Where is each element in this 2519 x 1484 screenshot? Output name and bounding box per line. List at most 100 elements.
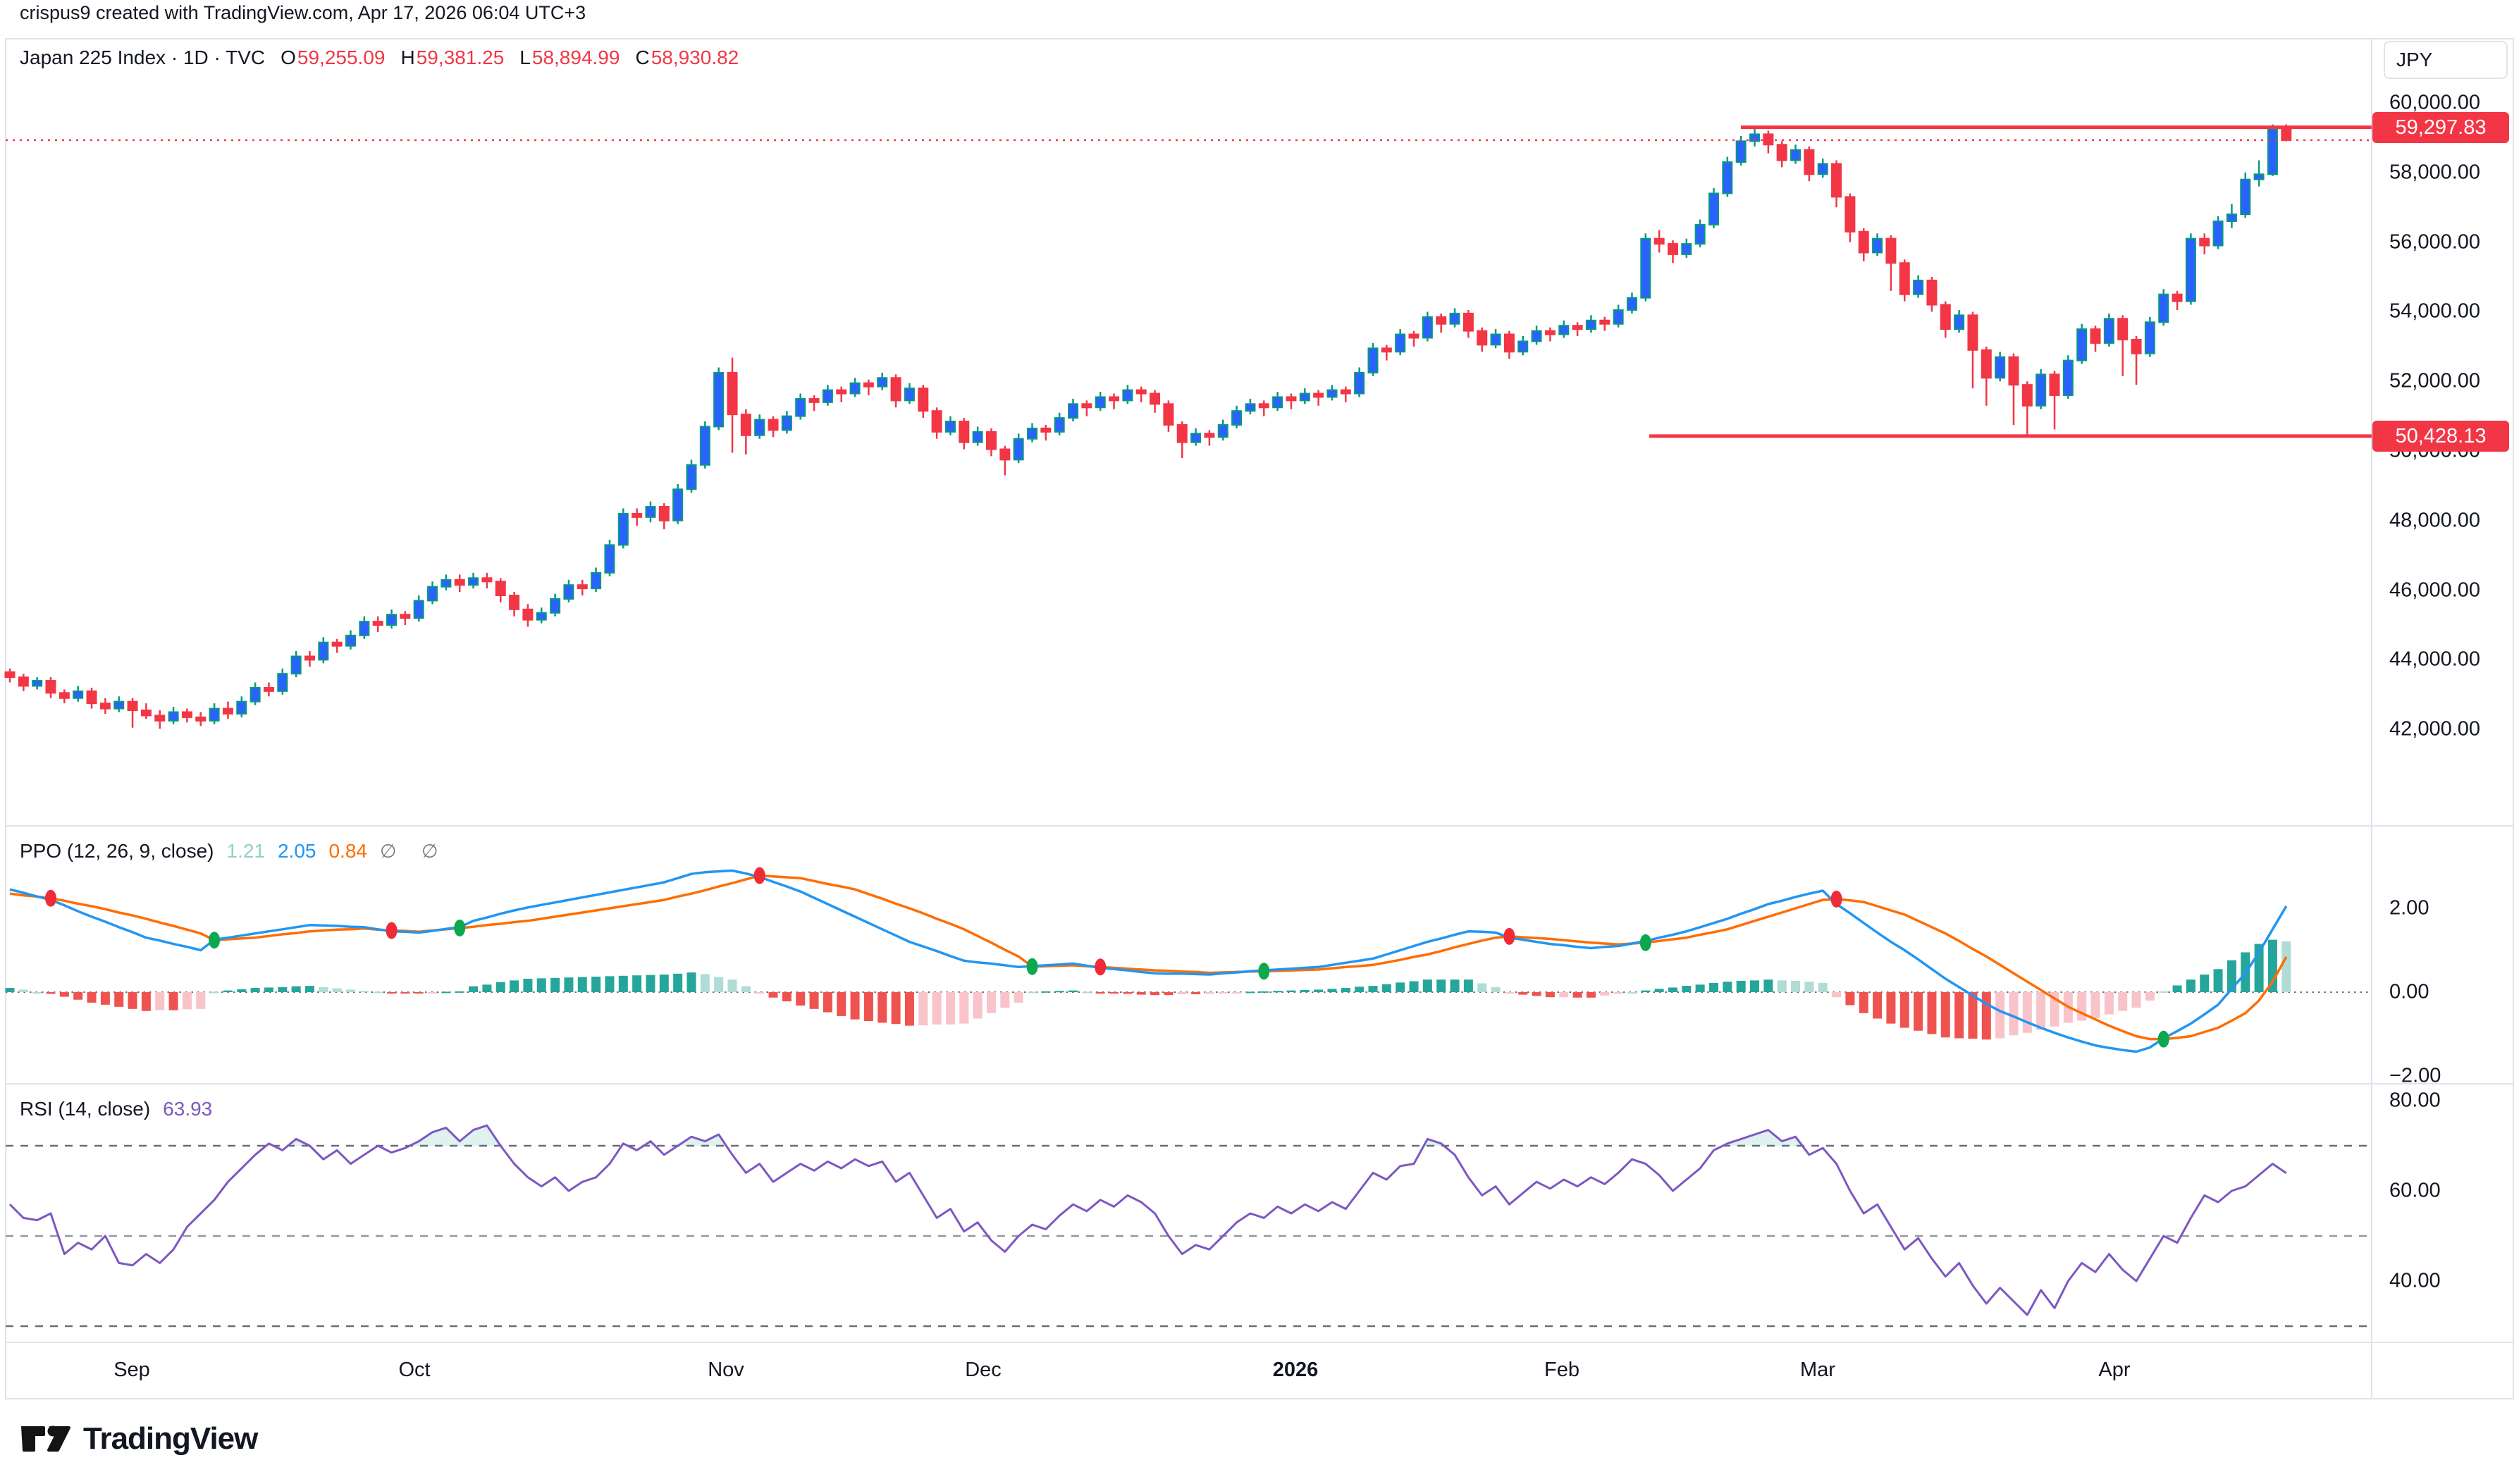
ppo-histogram-bar	[727, 979, 737, 992]
candle-down	[632, 512, 643, 518]
candle-up	[73, 690, 84, 699]
ppo-histogram-bar	[1341, 988, 1350, 992]
ppo-histogram-bar	[1995, 992, 2005, 1039]
ppo-histogram-bar	[1028, 991, 1037, 994]
candle-down	[1286, 396, 1297, 402]
ppo-histogram-bar	[1572, 992, 1582, 998]
ppo-histogram-bar	[1014, 992, 1023, 1003]
candle-up	[386, 614, 398, 626]
candle-up	[209, 707, 220, 722]
price-tick-label: 46,000.00	[2389, 579, 2481, 602]
candle-down	[931, 410, 942, 433]
candle-down	[1831, 163, 1842, 198]
ppo-histogram-bar	[1191, 992, 1201, 994]
rsi-overbought-fill	[1424, 1139, 1444, 1146]
ppo-histogram-bar	[346, 989, 355, 992]
candle-up	[1231, 410, 1243, 426]
candle-up	[1722, 161, 1733, 194]
candle-up	[1640, 237, 1651, 299]
ppo-histogram-bar	[755, 992, 765, 994]
ppo-histogram-bar	[1791, 980, 1801, 992]
ppo-histogram-bar	[1586, 992, 1596, 998]
ppo-histogram-bar	[741, 986, 751, 992]
candle-down	[1899, 262, 1910, 295]
candle-down	[658, 506, 670, 521]
candle-down	[1981, 349, 1992, 379]
candle-up	[1217, 423, 1228, 438]
ppo-histogram-bar	[1763, 979, 1773, 992]
ppo-histogram-bar	[18, 989, 28, 992]
ppo-histogram-bar	[1845, 992, 1855, 1006]
ppo-histogram-bar	[1232, 992, 1242, 994]
ppo-histogram-bar	[291, 986, 301, 992]
candle-up	[2103, 318, 2114, 344]
bearish-cross-dot	[1830, 890, 1842, 908]
candle-up	[1095, 396, 1106, 409]
support-price-label[interactable]: 50,428.13	[2372, 421, 2509, 452]
symbol-title[interactable]: Japan 225 Index · 1D · TVC	[20, 47, 266, 68]
ppo-histogram-bar	[1818, 982, 1828, 992]
ppo-histogram-bar	[73, 992, 83, 1000]
ppo-histogram-bar	[782, 992, 792, 1002]
ppo-histogram-bar	[100, 992, 110, 1005]
ppo-histogram-bar	[959, 992, 969, 1024]
candle-down	[2131, 338, 2142, 354]
bullish-cross-dot	[1026, 958, 1038, 975]
candle-up	[713, 371, 725, 428]
ppo-histogram-bar	[1654, 989, 1664, 992]
candle-down	[2049, 373, 2060, 396]
candle-up	[2158, 293, 2169, 323]
ppo-legend[interactable]: PPO (12, 26, 9, close) 1.21 2.05 0.84 ∅ …	[20, 840, 448, 862]
rsi-line	[8, 1124, 2287, 1316]
candle-up	[1681, 243, 1692, 255]
currency-selector[interactable]: JPY	[2384, 41, 2508, 79]
candle-up	[781, 415, 792, 431]
rsi-value: 63.93	[163, 1098, 213, 1120]
candle-down	[1885, 237, 1897, 264]
ppo-histogram-bar	[1627, 992, 1637, 994]
ppo-histogram-bar	[1682, 986, 1692, 992]
candle-up	[359, 621, 370, 636]
candle-down	[863, 382, 874, 388]
candle-down	[4, 671, 16, 679]
price-tick-label: 48,000.00	[2389, 509, 2481, 532]
candle-down	[481, 577, 493, 583]
candle-down	[1599, 319, 1610, 325]
ppo-title[interactable]: PPO (12, 26, 9, close)	[20, 840, 214, 862]
ppo-histogram-bar	[1150, 992, 1160, 996]
candle-up	[1299, 392, 1310, 402]
ppo-histogram-bar	[768, 992, 778, 998]
ppo-histogram-bar	[1164, 992, 1174, 996]
rsi-title[interactable]: RSI (14, close)	[20, 1098, 151, 1120]
resistance-price-label[interactable]: 59,297.83	[2372, 112, 2509, 143]
candle-up	[441, 579, 452, 588]
time-tick-label: Nov	[708, 1359, 744, 1381]
ppo-histogram-bar	[2227, 960, 2236, 992]
ppo-histogram-bar	[2213, 969, 2223, 992]
rsi-legend[interactable]: RSI (14, close) 63.93	[20, 1098, 212, 1120]
candle-up	[2240, 178, 2251, 216]
ppo-tick-label: −2.00	[2389, 1064, 2441, 1087]
tradingview-logo[interactable]: TradingView	[20, 1421, 258, 1457]
candle-down	[1204, 433, 1215, 438]
candle-down	[1462, 312, 1474, 332]
candle-down	[836, 389, 847, 395]
time-axis[interactable]	[6, 1342, 2372, 1399]
ppo-histogram-bar	[441, 991, 451, 994]
candle-up	[1954, 314, 1965, 330]
candle-up	[1735, 140, 1747, 163]
candle-down	[1858, 230, 1869, 254]
candle-up	[1790, 149, 1802, 161]
ppo-flag-icons[interactable]: ∅ ∅	[379, 840, 448, 862]
ppo-histogram-bar	[400, 992, 410, 994]
ppo-histogram-bar	[2077, 992, 2087, 1021]
ppo-histogram-bar	[1218, 992, 1228, 994]
candle-down	[1040, 427, 1052, 433]
ppo-histogram-bar	[1123, 992, 1133, 994]
ppo-signal-value: 0.84	[328, 840, 367, 862]
ppo-histogram-bar	[564, 977, 574, 992]
candle-down	[1477, 330, 1488, 346]
ppo-histogram-bar	[1491, 987, 1501, 992]
